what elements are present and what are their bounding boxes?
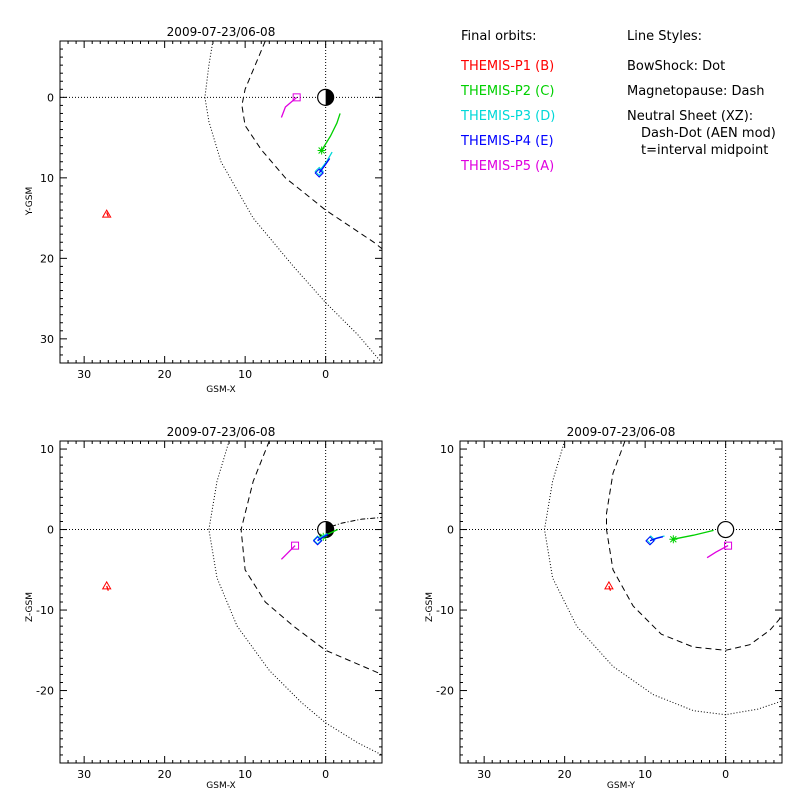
panel1-orbit-p2-marker-asterisk xyxy=(317,146,326,155)
panel2-earth-nightside xyxy=(325,521,334,538)
panel3-orbit-p4-path xyxy=(649,536,664,542)
panel3-orbit-p4-marker-diamond xyxy=(645,536,655,546)
legend-probe-p4: THEMIS-P4 (E) xyxy=(460,134,554,149)
legend-probe-p3: THEMIS-P3 (D) xyxy=(460,109,555,124)
panel2-title: 2009-07-23/06-08 xyxy=(167,425,276,439)
legend-neutral-sheet-time: t=interval midpoint xyxy=(641,143,768,158)
panel2-xtick-label: 0 xyxy=(322,768,329,781)
panel2-magnetopause-line xyxy=(240,441,382,675)
panel2-xtick-label: 20 xyxy=(158,768,172,781)
panel3-title: 2009-07-23/06-08 xyxy=(567,425,676,439)
panel1-ylabel: Y-GSM xyxy=(25,187,35,216)
legend-neutral-sheet: Neutral Sheet (XZ): xyxy=(627,109,753,124)
panel2-ytick-label: -10 xyxy=(36,604,54,617)
panel2-plot-area xyxy=(60,441,382,763)
panel3-ytick-label: -10 xyxy=(436,604,454,617)
legend-probe-p2: THEMIS-P2 (C) xyxy=(460,84,554,99)
panel3-frame xyxy=(459,440,783,764)
panel1-xtick-label: 0 xyxy=(322,368,329,381)
panel3-ylabel: Z-GSM xyxy=(425,592,435,622)
panel1-earth-nightside xyxy=(325,89,334,106)
panel3-xtick-label: 10 xyxy=(638,768,652,781)
panel3-ytick-label: 0 xyxy=(447,524,454,537)
panel2-ytick-label: -20 xyxy=(36,685,54,698)
panel3-bowshock-line xyxy=(543,441,782,716)
panel1-xtick-label: 10 xyxy=(238,368,252,381)
panel1-orbit-p4-marker-diamond xyxy=(314,168,324,178)
panel1-plot-area xyxy=(60,41,382,363)
panel2-orbit-p4-marker-diamond xyxy=(312,536,323,546)
panel3-magnetopause-line xyxy=(606,441,781,651)
panel2-bowshock-line xyxy=(208,441,382,756)
panel2-ylabel: Z-GSM xyxy=(25,592,35,622)
panel2-orbit-p5-path xyxy=(280,545,296,560)
panel1-orbit-p1-path xyxy=(106,212,109,217)
panel2-orbit-p4-path xyxy=(317,533,329,542)
panel3-ytick-label: 10 xyxy=(440,443,454,456)
legend-probe-p5: THEMIS-P5 (A) xyxy=(460,159,554,174)
panel2-orbit-p3-path xyxy=(317,533,328,541)
panel2-ytick-label: 10 xyxy=(40,443,54,456)
panel1-xtick-label: 30 xyxy=(77,368,91,381)
legend-probe-p1: THEMIS-P1 (B) xyxy=(460,59,554,74)
panel3-orbit-p2-path xyxy=(673,529,714,540)
panel3-xtick-label: 20 xyxy=(558,768,572,781)
panel2-frame xyxy=(59,440,383,764)
legend-bowshock: BowShock: Dot xyxy=(627,59,725,74)
panel3-xtick-label: 30 xyxy=(477,768,491,781)
panel1-magnetopause-line xyxy=(241,41,382,250)
panel3-orbit-p1-path xyxy=(608,585,612,591)
panel1-xlabel: GSM-X xyxy=(206,385,235,395)
legend-magnetopause: Magnetopause: Dash xyxy=(627,84,764,99)
legend-line-styles-title: Line Styles: xyxy=(627,29,702,44)
panel3-orbit-p5-marker-square xyxy=(724,541,733,550)
panel2-orbit-p1-path xyxy=(106,585,109,591)
panel3-orbit-p2-marker-asterisk xyxy=(669,535,678,544)
panel1-frame xyxy=(59,40,383,364)
panel2-orbit-p1-marker-triangle xyxy=(101,580,112,590)
panel1-ytick-label: 20 xyxy=(40,252,54,265)
panel3-earth xyxy=(717,520,735,539)
panel1-ytick-label: 0 xyxy=(47,91,54,104)
panel3-plot-area xyxy=(460,441,782,763)
legend: Final orbits: THEMIS-P1 (B) THEMIS-P2 (C… xyxy=(460,29,776,174)
legend-neutral-sheet-detail: Dash-Dot (AEN mod) xyxy=(641,126,776,141)
panel3-xtick-label: 0 xyxy=(722,768,729,781)
panel1-bowshock-line xyxy=(204,41,382,363)
panel2-xtick-label: 30 xyxy=(77,768,91,781)
panel2-xtick-label: 10 xyxy=(238,768,252,781)
panel1-xtick-label: 20 xyxy=(158,368,172,381)
panel3-xlabel: GSM-Y xyxy=(607,781,636,791)
panel1-orbit-p1-marker-triangle xyxy=(101,209,112,218)
panel2-xlabel: GSM-X xyxy=(206,781,235,791)
panel1-title: 2009-07-23/06-08 xyxy=(167,25,276,39)
panel3-ytick-label: -20 xyxy=(436,685,454,698)
panel1-orbit-p2-path xyxy=(321,113,341,151)
panel1-ytick-label: 10 xyxy=(40,172,54,185)
panel1-orbit-p3-path xyxy=(318,151,333,172)
panel1-orbit-p5-marker-square xyxy=(292,93,301,102)
legend-final-orbits-title: Final orbits: xyxy=(461,29,537,44)
panel3-orbit-p1-marker-triangle xyxy=(604,580,614,590)
panel2-orbit-p5-marker-square xyxy=(291,541,300,550)
panel2-ytick-label: 0 xyxy=(47,524,54,537)
panel1-ytick-label: 30 xyxy=(40,333,54,346)
